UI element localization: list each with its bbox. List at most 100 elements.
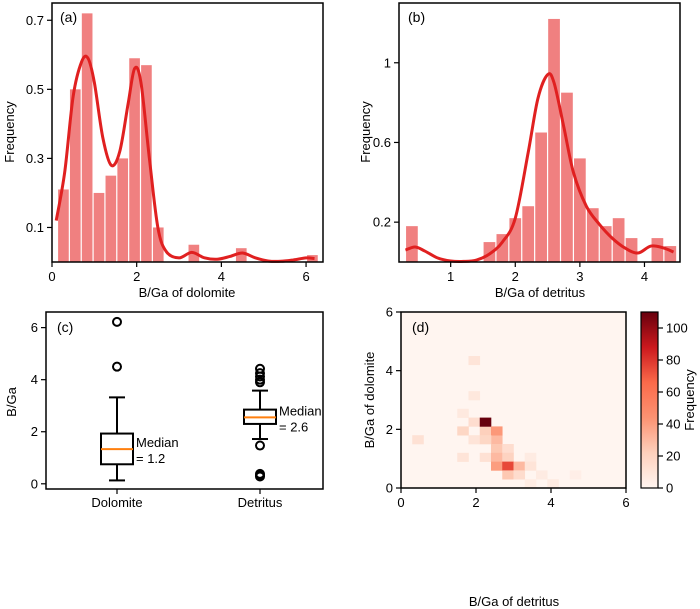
heatmap-cell <box>479 426 492 436</box>
panel-d-xtick-label-0: 0 <box>397 495 404 510</box>
panel-b-xtick-label-2: 3 <box>576 269 583 284</box>
heatmap-cell <box>524 461 537 471</box>
panel-b-plot-area: 1 2 3 4 0.2 0.6 1 <box>373 18 677 284</box>
heatmap-cell <box>457 452 469 462</box>
panel-a-ylabel: Frequency <box>2 101 17 163</box>
panel-a-ytick-label-0: 0.1 <box>26 220 44 235</box>
panel-c-box-1-outlier <box>255 374 265 385</box>
panel-b-bar <box>586 208 599 262</box>
panel-b-kde-curve <box>404 72 675 263</box>
colorbar-tick-label-2: 40 <box>666 417 680 432</box>
panel-b-bar <box>548 18 560 262</box>
colorbar-tick-label-1: 20 <box>666 449 680 464</box>
heatmap-cell <box>468 417 481 427</box>
panel-b-bar <box>612 218 625 262</box>
colorbar-gradient <box>640 311 659 489</box>
panel-d-ytick-label-0: 0 <box>386 481 393 496</box>
colorbar: 0 20 40 60 80 100 Frequency <box>640 311 697 496</box>
panel-c-ytick-label-2: 4 <box>31 372 38 387</box>
heatmap-cell <box>502 461 514 471</box>
panel-a-bar <box>105 175 117 262</box>
panel-c-box-1-outlier <box>255 468 265 479</box>
colorbar-tick-label-0: 0 <box>666 481 673 496</box>
panel-b-ytick-label-2: 1 <box>384 55 391 70</box>
panel-a-bar <box>129 58 140 263</box>
panel-b-histogram: 1 2 3 4 0.2 0.6 1 (b) B/Ga of detritus Frequen… <box>358 2 681 300</box>
panel-b-ylabel: Frequency <box>358 101 373 163</box>
panel-a-bar <box>117 158 129 262</box>
heatmap-cell <box>479 452 492 462</box>
panel-b-bar <box>535 132 547 262</box>
heatmap-cell <box>457 408 469 418</box>
heatmap-cell <box>468 435 481 445</box>
panel-d-ylabel: B/Ga of dolomite <box>362 352 377 449</box>
panel-b-bar <box>509 218 522 262</box>
panel-c-box-0-median-value: = 1.2 <box>136 451 165 466</box>
heatmap-cell <box>502 470 514 480</box>
heatmap-cell <box>569 470 582 480</box>
panel-a-bar <box>235 248 247 262</box>
panel-c-frame <box>45 311 324 490</box>
heatmap-cell <box>491 426 503 436</box>
panel-c-box-1-outlier <box>255 363 265 374</box>
panel-c-ytick-label-0: 0 <box>31 476 38 491</box>
panel-c-category-label-1: Detritus <box>238 495 283 510</box>
panel-a-xlabel: B/Ga of dolomite <box>139 285 236 300</box>
panel-b-bar <box>664 246 677 262</box>
panel-a-bar <box>58 189 69 262</box>
panel-b-label: (b) <box>408 9 425 25</box>
panel-b-xtick-label-0: 1 <box>447 269 454 284</box>
heatmap-cell <box>502 444 514 454</box>
panel-b-bar <box>496 234 509 262</box>
heatmap-cell <box>468 356 481 366</box>
panel-c-box-1-median-label: Median <box>279 403 322 418</box>
panel-c-box-0-outlier <box>112 316 122 327</box>
panel-b-bar <box>561 92 573 263</box>
heatmap-cell <box>513 470 526 480</box>
colorbar-tick-label-4: 80 <box>666 353 680 368</box>
panel-a-ytick-label-1: 0.3 <box>26 151 44 166</box>
panel-d-xtick-label-2: 4 <box>547 495 554 510</box>
panel-b-ytick-label-0: 0.2 <box>373 215 391 230</box>
heatmap-cell <box>491 461 503 471</box>
heatmap-cell <box>491 444 503 454</box>
panel-d-label: (d) <box>412 319 429 335</box>
panel-a-bar <box>152 227 164 262</box>
panel-d-xtick-label-3: 6 <box>622 495 629 510</box>
panel-c-label: (c) <box>57 319 73 335</box>
panel-b-xlabel: B/Ga of detritus <box>495 285 586 300</box>
colorbar-ticks: 0 20 40 60 80 100 <box>658 321 688 496</box>
heatmap-cell <box>412 435 424 445</box>
panel-a-xtick-label-2: 4 <box>218 269 225 284</box>
heatmap-cell <box>479 435 492 445</box>
heatmap-cell <box>502 452 514 462</box>
heatmap-cell <box>536 470 548 480</box>
panel-d-frame <box>400 311 627 489</box>
panel-a-bar <box>141 65 152 262</box>
panel-a-histogram: 0 2 4 6 0.1 0.3 0.5 0.7 (a) B/Ga of dolomite Fr… <box>2 2 324 300</box>
panel-d-ytick-label-3: 6 <box>386 305 393 320</box>
heatmap-cell <box>457 426 469 436</box>
panel-a-ytick-label-3: 0.7 <box>26 13 44 28</box>
panel-b-bar <box>651 238 664 262</box>
panel-a-bar <box>81 13 93 262</box>
panel-b-bar <box>483 242 496 262</box>
panel-c-box-1-median-value: = 2.6 <box>279 419 308 434</box>
panel-c-category-label-0: Dolomite <box>91 495 142 510</box>
panel-c-ytick-label-3: 6 <box>31 320 38 335</box>
panel-a-bar <box>93 192 105 262</box>
panel-b-xtick-label-3: 4 <box>641 269 648 284</box>
heatmap-cell <box>547 479 559 489</box>
heatmap-cell <box>468 391 481 401</box>
panel-a-label: (a) <box>60 9 77 25</box>
heatmap-cell <box>513 461 526 471</box>
panel-d-plot-area: 0 2 4 6 0 2 4 6 <box>386 305 630 511</box>
panel-c-ylabel: B/Ga <box>4 386 19 416</box>
heatmap-cell <box>491 452 503 462</box>
panel-a-xtick-label-0: 0 <box>48 269 55 284</box>
panel-d-xlabel: B/Ga of detritus <box>469 594 560 609</box>
